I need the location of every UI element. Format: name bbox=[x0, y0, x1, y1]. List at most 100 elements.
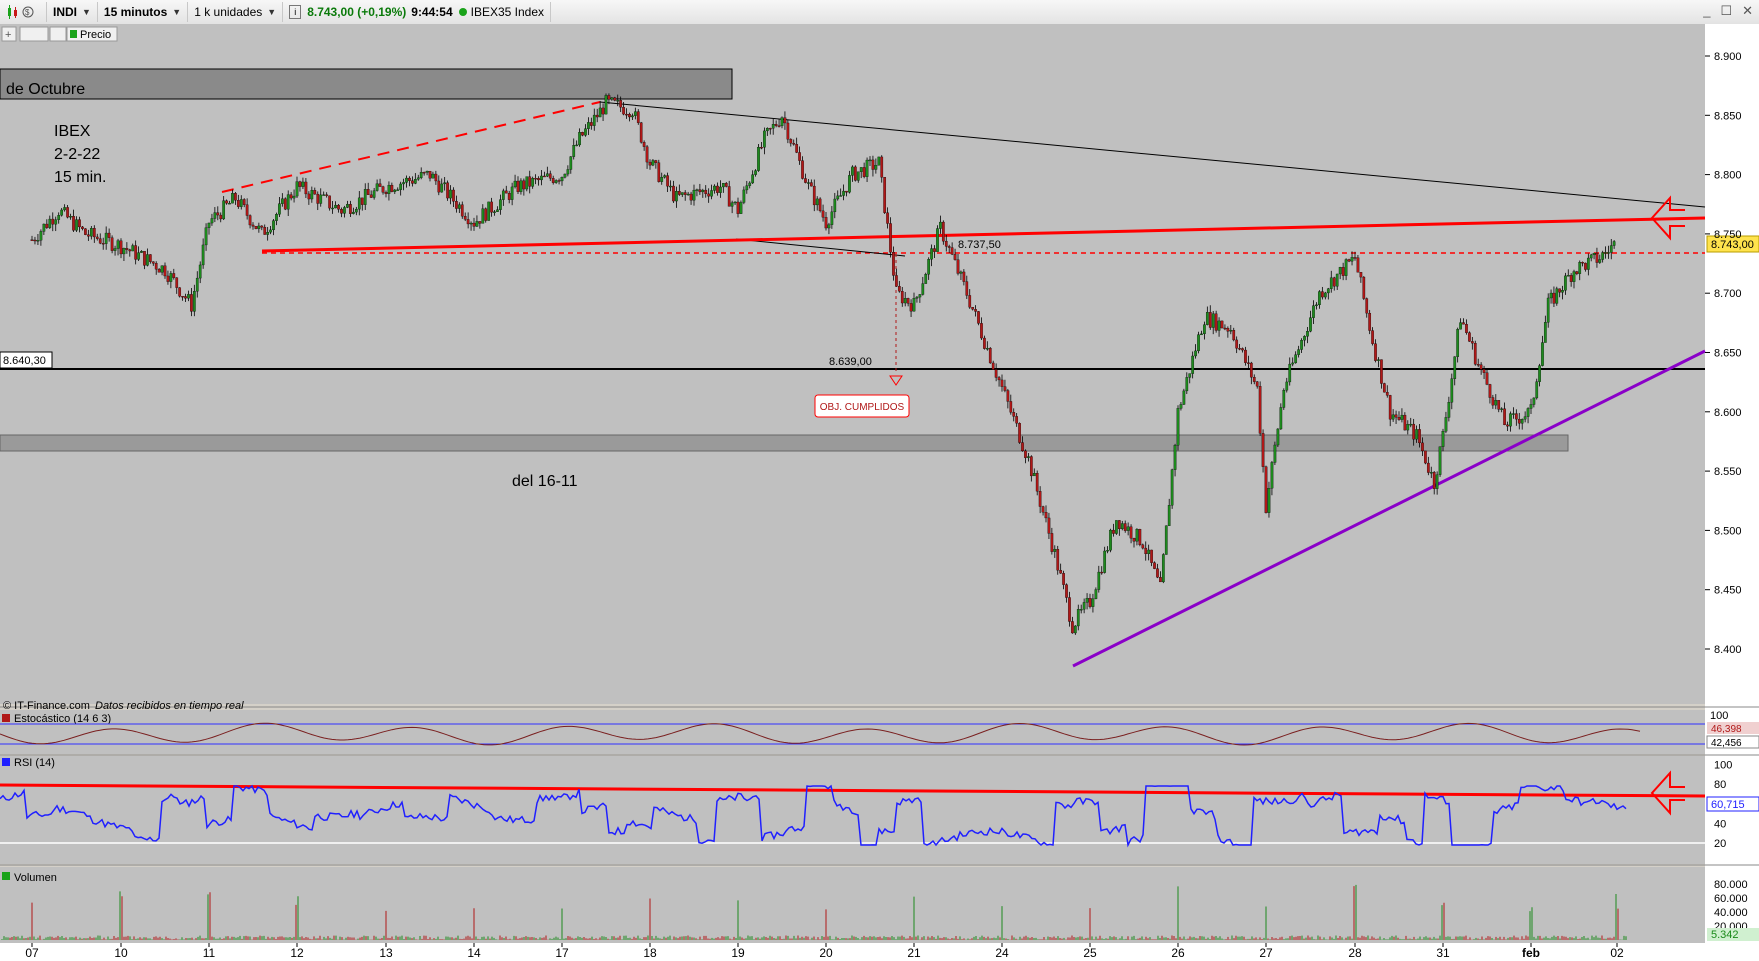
candle-body bbox=[283, 198, 287, 210]
candle-body bbox=[1415, 429, 1418, 440]
candle-body bbox=[1441, 431, 1445, 447]
candle-body bbox=[1558, 288, 1562, 293]
volume-tick-label: 80.000 bbox=[1714, 879, 1748, 891]
candle-body bbox=[1012, 412, 1016, 417]
support-zone-november bbox=[0, 434, 1569, 452]
candle-body bbox=[642, 142, 646, 147]
units-selector[interactable]: 1 k unidades ▼ bbox=[188, 2, 284, 22]
candle-body bbox=[818, 198, 822, 212]
candle-body bbox=[387, 184, 391, 194]
title-line1: IBEX bbox=[54, 123, 91, 140]
candle-body bbox=[713, 185, 716, 191]
candle-body bbox=[1109, 529, 1112, 551]
candle-body bbox=[1485, 372, 1489, 385]
candle-body bbox=[113, 248, 117, 251]
candle-body bbox=[1581, 262, 1584, 264]
minimize-icon[interactable]: _ bbox=[1703, 3, 1711, 18]
candle-body bbox=[131, 245, 135, 252]
info-icon[interactable]: i bbox=[289, 5, 302, 19]
candle-body bbox=[1144, 547, 1148, 555]
candle-body bbox=[222, 200, 226, 220]
candle-body bbox=[1318, 291, 1321, 306]
candle-body bbox=[192, 291, 196, 312]
candle-body bbox=[440, 183, 444, 193]
quote-time: 9:44:54 bbox=[411, 5, 453, 19]
candle-body bbox=[1470, 341, 1474, 344]
candle-body bbox=[727, 186, 731, 207]
candle-body bbox=[1164, 525, 1168, 555]
time-tick-label: 26 bbox=[1171, 946, 1185, 960]
stoch-value-2: 42,456 bbox=[1711, 738, 1742, 749]
candle-body bbox=[839, 195, 843, 197]
add-icon[interactable] bbox=[1, 26, 17, 42]
time-tick-label: 13 bbox=[379, 946, 393, 960]
stoch-color-icon bbox=[2, 714, 10, 722]
candle-body bbox=[1494, 400, 1498, 406]
candle-body bbox=[78, 219, 81, 228]
candle-body bbox=[45, 223, 49, 228]
candle-body bbox=[242, 199, 246, 205]
symbol-selector[interactable]: INDI ▼ bbox=[47, 2, 98, 22]
close-icon[interactable]: ✕ bbox=[1742, 3, 1753, 18]
time-tick-label: 27 bbox=[1259, 946, 1273, 960]
candle-body bbox=[1073, 625, 1077, 634]
price-tick-label: 8.550 bbox=[1714, 466, 1742, 478]
candle-body bbox=[733, 201, 737, 204]
time-tick-label: 17 bbox=[555, 946, 569, 960]
candle-body bbox=[134, 245, 138, 260]
candle-body bbox=[496, 209, 499, 212]
candle-body bbox=[1038, 491, 1042, 507]
candle-body bbox=[154, 263, 158, 270]
chart-type-icon[interactable]: $ bbox=[0, 2, 47, 22]
candle-body bbox=[1429, 472, 1433, 474]
candle-body bbox=[231, 193, 234, 204]
time-tick-label: 24 bbox=[995, 946, 1009, 960]
candle-body bbox=[677, 191, 681, 195]
candle-body bbox=[201, 244, 205, 266]
candle-body bbox=[845, 190, 848, 193]
drawing-tools-icon[interactable] bbox=[19, 26, 49, 42]
candle-body bbox=[701, 189, 705, 193]
price-series-toggle[interactable] bbox=[66, 26, 118, 42]
candle-body bbox=[1211, 313, 1215, 328]
timeframe-selector[interactable]: 15 minutos ▼ bbox=[98, 2, 189, 22]
candle-body bbox=[269, 229, 272, 233]
candle-body bbox=[1526, 408, 1530, 417]
candle-body bbox=[1056, 548, 1060, 571]
candle-body bbox=[413, 179, 417, 184]
candle-body bbox=[1421, 442, 1424, 452]
candle-body bbox=[390, 184, 394, 192]
candle-body bbox=[216, 212, 220, 216]
candle-body bbox=[408, 177, 411, 181]
candle-body bbox=[490, 201, 493, 213]
candle-body bbox=[1546, 297, 1550, 323]
candle-body bbox=[1394, 414, 1398, 418]
candle-body bbox=[628, 113, 631, 118]
candle-body bbox=[510, 186, 514, 200]
candle-body bbox=[1076, 609, 1080, 627]
chart-canvas[interactable]: + Precio de Octubre del 16-11 IBEX 2-2-2… bbox=[0, 24, 1759, 961]
candle-body bbox=[60, 209, 64, 216]
candle-body bbox=[1374, 343, 1377, 361]
candle-body bbox=[595, 114, 599, 118]
candle-body bbox=[1285, 381, 1289, 391]
candle-body bbox=[1459, 322, 1462, 330]
volume-value-tag bbox=[1707, 928, 1759, 941]
candle-body bbox=[455, 201, 458, 209]
candle-body bbox=[765, 128, 769, 132]
candle-body bbox=[543, 175, 546, 178]
time-axis-bg bbox=[0, 943, 1759, 961]
layers-icon[interactable] bbox=[49, 26, 67, 42]
candle-body bbox=[1406, 424, 1410, 431]
candle-body bbox=[1141, 544, 1145, 549]
maximize-icon[interactable]: ☐ bbox=[1720, 3, 1733, 18]
candle-body bbox=[1059, 570, 1063, 574]
price-color-icon bbox=[70, 30, 77, 38]
candle-body bbox=[251, 224, 255, 227]
candle-body bbox=[874, 165, 878, 170]
candle-body bbox=[1412, 423, 1416, 440]
candle-body bbox=[1018, 423, 1021, 443]
candle-body bbox=[584, 128, 587, 136]
current-price-tag bbox=[1706, 235, 1759, 253]
candle-body bbox=[466, 219, 470, 225]
